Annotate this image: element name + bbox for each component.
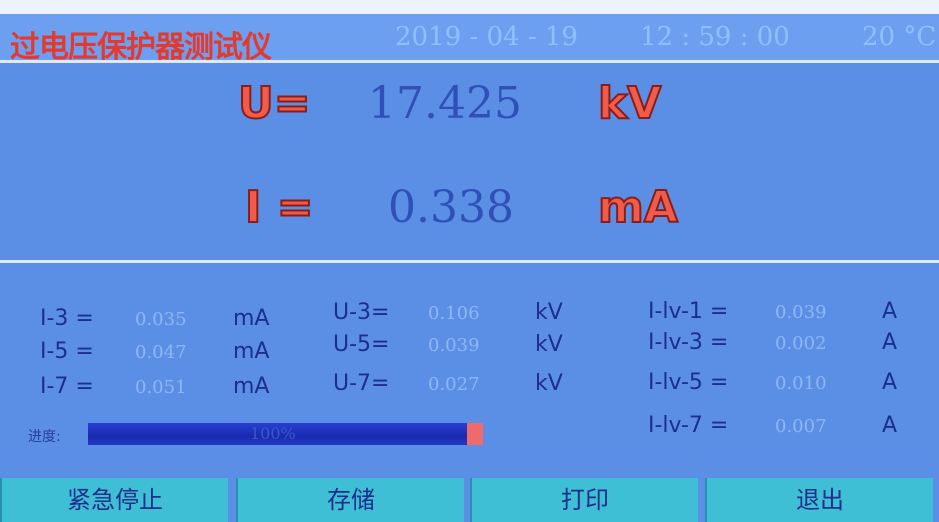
separator <box>0 60 939 63</box>
temperature: 20 °C <box>862 22 936 52</box>
reading-value: 0.007 <box>775 416 827 437</box>
reading-value: 0.035 <box>135 309 187 330</box>
main-value: 0.338 <box>388 182 514 233</box>
reading-unit: mA <box>233 339 269 364</box>
main-label: I = <box>245 182 314 233</box>
progress-text: 100% <box>250 424 296 443</box>
reading-unit: A <box>882 370 897 395</box>
reading-value: 0.027 <box>428 374 480 395</box>
reading-value: 0.051 <box>135 377 187 398</box>
reading-value: 0.047 <box>135 342 187 363</box>
reading-label: U-5= <box>333 332 389 357</box>
reading-unit: mA <box>233 374 269 399</box>
reading-label: I-3 = <box>40 306 94 331</box>
reading-unit: A <box>882 413 897 438</box>
reading-label: I-5 = <box>40 339 94 364</box>
main-unit: mA <box>598 182 678 233</box>
main-label: U= <box>238 78 311 129</box>
reading-unit: mA <box>233 306 269 331</box>
reading-label: U-3= <box>333 300 389 325</box>
reading-value: 0.106 <box>428 303 480 324</box>
reading-value: 0.039 <box>428 335 480 356</box>
reading-unit: kV <box>535 300 563 325</box>
reading-value: 0.002 <box>775 333 827 354</box>
reading-unit: kV <box>535 332 563 357</box>
reading-value: 0.010 <box>775 373 827 394</box>
date: 2019 - 04 - 19 <box>395 22 578 52</box>
button[interactable]: 打印 <box>470 478 698 522</box>
reading-unit: A <box>882 299 897 324</box>
reading-unit: A <box>882 330 897 355</box>
top-strip <box>0 0 939 14</box>
main-value: 17.425 <box>368 78 522 129</box>
reading-label: I-lv-7 = <box>648 413 728 438</box>
progress-end <box>467 423 483 445</box>
reading-label: U-7= <box>333 371 389 396</box>
reading-unit: kV <box>535 371 563 396</box>
reading-label: I-lv-1 = <box>648 299 728 324</box>
device-screen: 过电压保护器测试仪 2019 - 04 - 19 12 : 59 : 00 20… <box>0 0 939 522</box>
reading-label: I-lv-5 = <box>648 370 728 395</box>
progress-label: 进度: <box>28 426 61 446</box>
button[interactable]: 存储 <box>236 478 464 522</box>
button[interactable]: 紧急停止 <box>0 478 228 522</box>
main-unit: kV <box>598 78 661 129</box>
reading-label: I-lv-3 = <box>648 330 728 355</box>
reading-label: I-7 = <box>40 374 94 399</box>
button[interactable]: 退出 <box>705 478 933 522</box>
separator <box>0 260 939 263</box>
time: 12 : 59 : 00 <box>640 22 790 52</box>
reading-value: 0.039 <box>775 302 827 323</box>
